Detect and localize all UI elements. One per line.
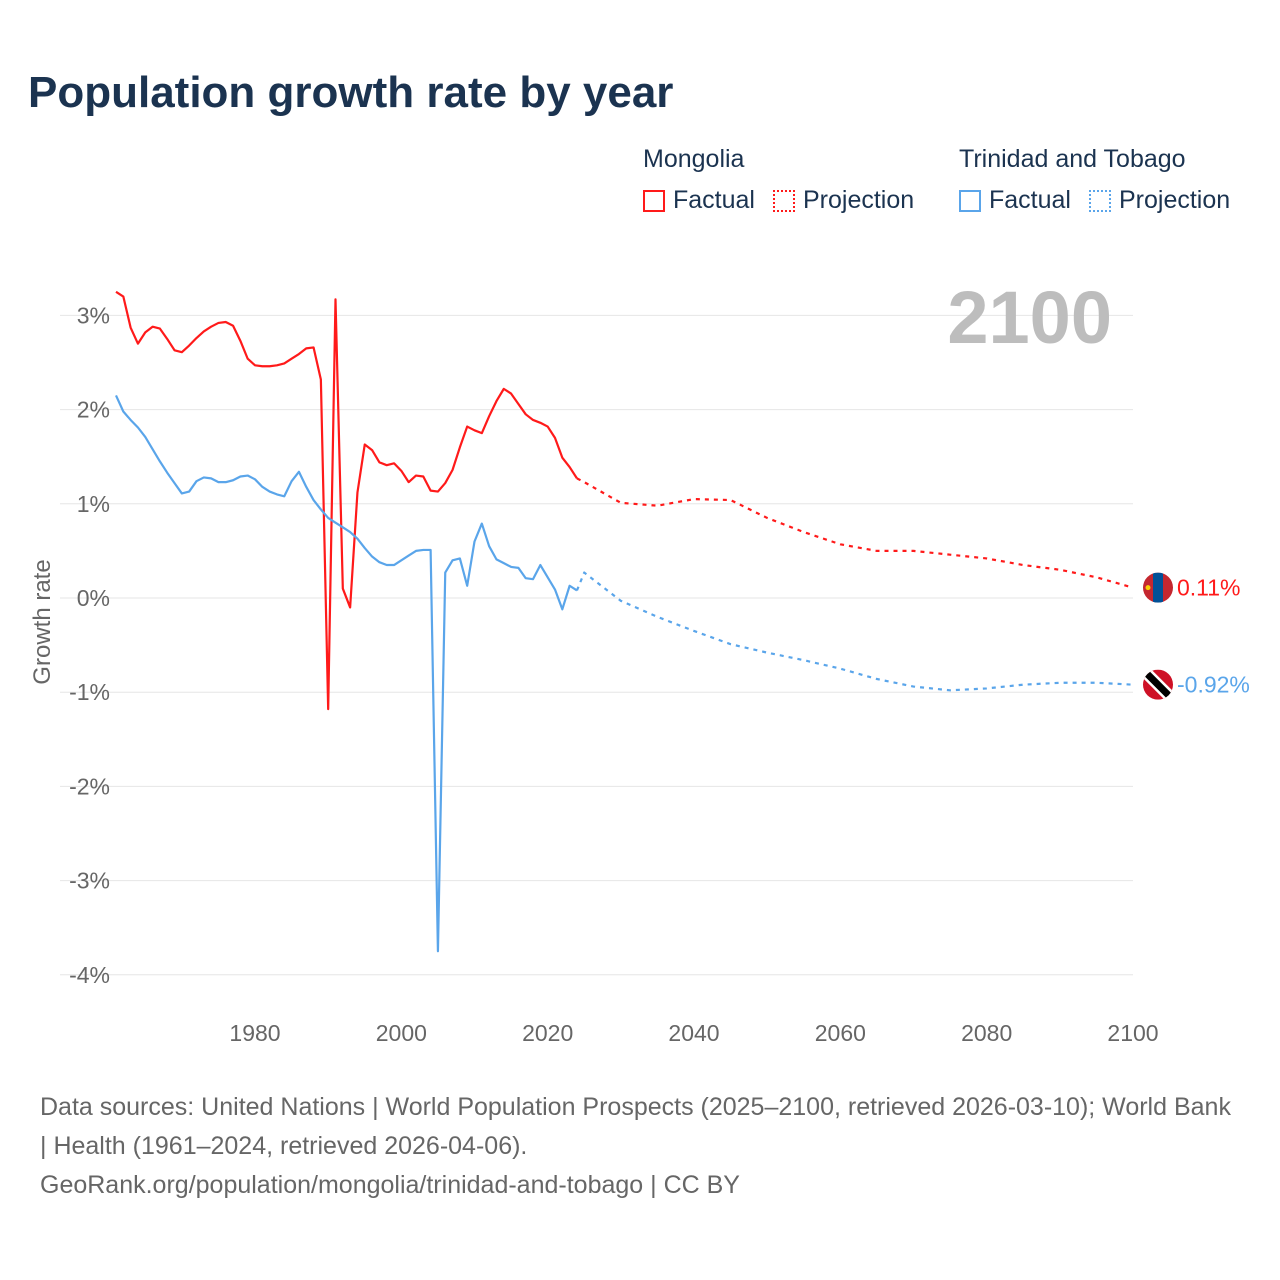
legend-item-factual[interactable]: Factual (989, 186, 1071, 214)
x-tick-label: 2040 (668, 1020, 719, 1046)
chart-title: Population growth rate by year (28, 68, 674, 117)
y-tick-label: 1% (77, 491, 110, 517)
x-tick-label: 2100 (1107, 1020, 1158, 1046)
mongolia-projection-line (576, 477, 1134, 589)
y-tick-label: -4% (69, 962, 110, 988)
y-tick-label: -3% (69, 868, 110, 894)
legend-swatch-projection (1088, 189, 1111, 212)
mongolia-flag-icon (1143, 572, 1173, 603)
y-tick-label: -1% (69, 679, 110, 705)
y-tick-label: 2% (77, 397, 110, 423)
x-tick-label: 2060 (815, 1020, 866, 1046)
year-watermark: 2100 (947, 276, 1112, 359)
x-tick-label: 2020 (522, 1020, 573, 1046)
legend-group-label: Mongolia (643, 145, 745, 173)
legend-trinidad: Trinidad and Tobago Factual Projection (959, 145, 1248, 215)
trinidad-factual-line (114, 395, 578, 953)
footer: Data sources: United Nations | World Pop… (40, 1088, 1240, 1205)
trinidad-end-label: -0.92% (1177, 672, 1250, 698)
x-tick-label: 1980 (229, 1020, 280, 1046)
y-tick-label: -2% (69, 773, 110, 799)
legend-group-label: Trinidad and Tobago (959, 145, 1186, 173)
x-tick-label: 2000 (376, 1020, 427, 1046)
legend-item-factual[interactable]: Factual (673, 186, 755, 214)
legend-swatch-projection (772, 189, 795, 212)
y-axis-label: Growth rate (29, 559, 56, 684)
data-sources: Data sources: United Nations | World Pop… (40, 1093, 1231, 1160)
y-tick-label: 0% (77, 585, 110, 611)
y-tick-label: 3% (77, 302, 110, 328)
mongolia-end-label: 0.11% (1177, 575, 1241, 601)
x-tick-label: 2080 (961, 1020, 1012, 1046)
legend-swatch-factual (643, 189, 665, 212)
mongolia-factual-line (115, 290, 578, 711)
legend-item-projection[interactable]: Projection (802, 186, 915, 214)
trinidad-projection-line (575, 571, 1134, 692)
legend-swatch-factual (959, 189, 981, 212)
source-link[interactable]: GeoRank.org/population/mongolia/trinidad… (40, 1171, 740, 1199)
trinidad-flag-icon (1143, 669, 1173, 700)
legend-mongolia: Mongolia Factual Projection (643, 145, 932, 215)
legend-item-projection[interactable]: Projection (1118, 186, 1231, 214)
